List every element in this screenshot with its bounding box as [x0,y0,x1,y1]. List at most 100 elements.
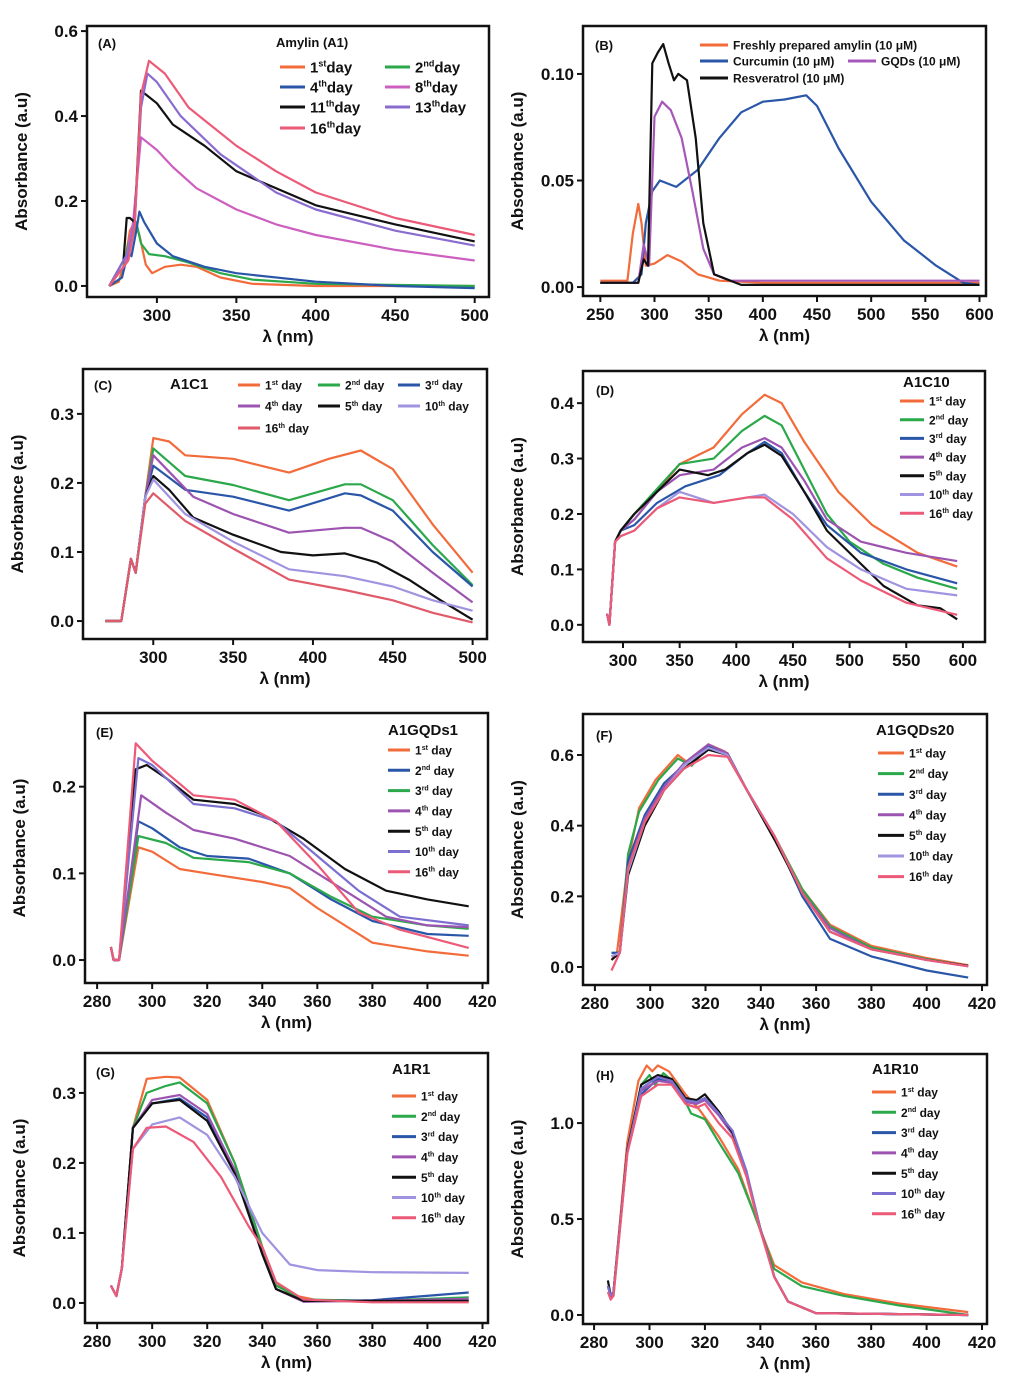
plot-frame [83,1051,490,1325]
x-tick-label: 500 [461,306,489,325]
legend-label: 5th day [345,400,383,414]
plot-frame [85,24,491,299]
panel-b: 250 300 350 400 450 500 550 600 0.00 0.05 0.10 λ (n… [508,24,994,345]
x-tick-label: 400 [302,306,330,325]
y-tick-label: 0.2 [50,474,74,493]
y-tick-label: 0.0 [52,1294,76,1313]
legend-item: 16th day [238,422,309,436]
legend-item: 4th day [900,451,967,465]
legend-label: 16th day [421,1211,465,1225]
y-axis-label: Absorbance (a.u) [8,435,27,574]
legend-item: 1st day [392,1090,458,1104]
x-tick-label: 320 [193,992,221,1011]
y-tick-label: 0.4 [550,394,574,413]
legend-item: 1st day [238,379,302,393]
legend-item: 8thday [385,79,458,97]
series-line-7 [105,492,473,624]
panel-letter: (F) [596,728,613,743]
legend-label: 10th day [421,1191,465,1205]
x-axis-label: λ (nm) [760,1015,811,1034]
legend-label: 1st day [909,747,946,761]
y-tick-label: 0.6 [54,22,78,41]
y-tick-label: 0.2 [52,1154,76,1173]
x-tick-label: 320 [691,994,719,1013]
legend-label: 1st day [929,395,966,409]
series-line-3 [105,464,474,623]
legend-label: 2nd day [901,1106,941,1120]
series-line-1 [600,202,980,284]
y-tick-label: 0.3 [52,1084,76,1103]
legend: A1GQDs1 1st day 2nd day 3rd day 4th day 5th d… [388,722,459,879]
legend-label: Freshly prepared amylin (10 μM) [733,39,917,53]
legend-label: 4th day [929,451,967,465]
legend-label: 5th day [415,825,453,839]
legend-label: 5th day [909,829,947,843]
x-tick-label: 450 [379,648,407,667]
plot-frame [83,711,490,985]
series-line-1 [109,1075,469,1303]
series-line-5 [105,474,474,623]
legend-label: 4th day [909,808,947,822]
x-tick-label: 300 [635,1333,663,1352]
series-line-6 [109,1116,469,1298]
legend-item: 10th day [398,400,469,414]
legend-label: 1st day [421,1090,458,1104]
y-tick-label: 0.1 [52,864,76,883]
legend: Freshly prepared amylin (10 μM) Curcumin … [700,39,960,86]
x-axis-label: λ (nm) [263,327,314,346]
legend-item: 10th day [900,488,973,502]
x-tick-label: 420 [968,1333,996,1352]
x-tick-label: 500 [835,651,863,670]
legend-label: 2ndday [415,59,461,77]
x-tick-label: 340 [747,994,775,1013]
panel-c: 300 350 400 450 500 0.0 0.1 0.2 0.3 λ (nm) Absorba… [8,367,489,688]
legend-label: 2nd day [909,767,949,781]
legend: A1R1 1st day 2nd day 3rd day 4th day 5th day 1… [392,1061,465,1225]
x-tick-label: 350 [665,651,693,670]
legend-label: 1st day [901,1086,938,1100]
legend-item: 1st day [872,1086,938,1100]
legend-label: 16th day [265,422,309,436]
legend-label: 5th day [421,1171,459,1185]
legend-item: 2nd day [388,764,455,778]
y-tick-label: 0.3 [550,450,574,469]
legend-label: 4thday [310,79,353,97]
x-tick-label: 300 [640,305,668,324]
panel-d: 300 350 400 450 500 550 600 0.0 0.1 0.2 0.3 0.4 λ (n… [508,369,987,691]
legend-label: 3rd day [425,379,463,393]
series-line-7 [109,742,469,962]
x-tick-label: 550 [911,305,939,324]
series-line-7 [606,496,958,626]
legend-label: 16th day [929,507,973,521]
legend-item: 16th day [392,1211,465,1225]
legend-item: 2nd day [872,1106,941,1120]
y-tick-label: 0.0 [52,951,76,970]
legend-item: 16th day [872,1207,945,1221]
legend-label: 3rd day [901,1126,939,1140]
x-axis-label: λ (nm) [261,1353,312,1372]
legend-item: 5th day [872,1167,939,1181]
x-tick-label: 500 [857,305,885,324]
legend-label: 11thday [310,99,361,117]
legend-item: 3rd day [900,432,967,446]
x-tick-label: 300 [636,994,664,1013]
legend-item: 3rd day [398,379,463,393]
panel-letter: (E) [96,725,113,740]
y-axis-label: Absorbance (a.u) [508,437,527,576]
legend: A1C10 1st day 2nd day 3rd day 4th day 5th day… [900,374,973,521]
panel-letter: (G) [96,1065,115,1080]
legend-label: 16th day [909,870,953,884]
x-axis-label: λ (nm) [261,1013,312,1032]
x-tick-label: 380 [857,994,885,1013]
legend-label: 3rd day [929,432,967,446]
panel-letter: (H) [596,1068,614,1083]
legend-item: 2nd day [878,767,949,781]
x-tick-label: 300 [609,651,637,670]
y-tick-label: 0.4 [550,817,574,836]
x-tick-label: 550 [892,651,920,670]
y-tick-label: 0.1 [50,543,74,562]
panel-g: 280 300 320 340 360 380 400 420 0.0 0.1 0.2 0.3 λ (n… [10,1051,497,1372]
series-line-4 [108,136,475,287]
x-tick-label: 360 [802,1333,830,1352]
